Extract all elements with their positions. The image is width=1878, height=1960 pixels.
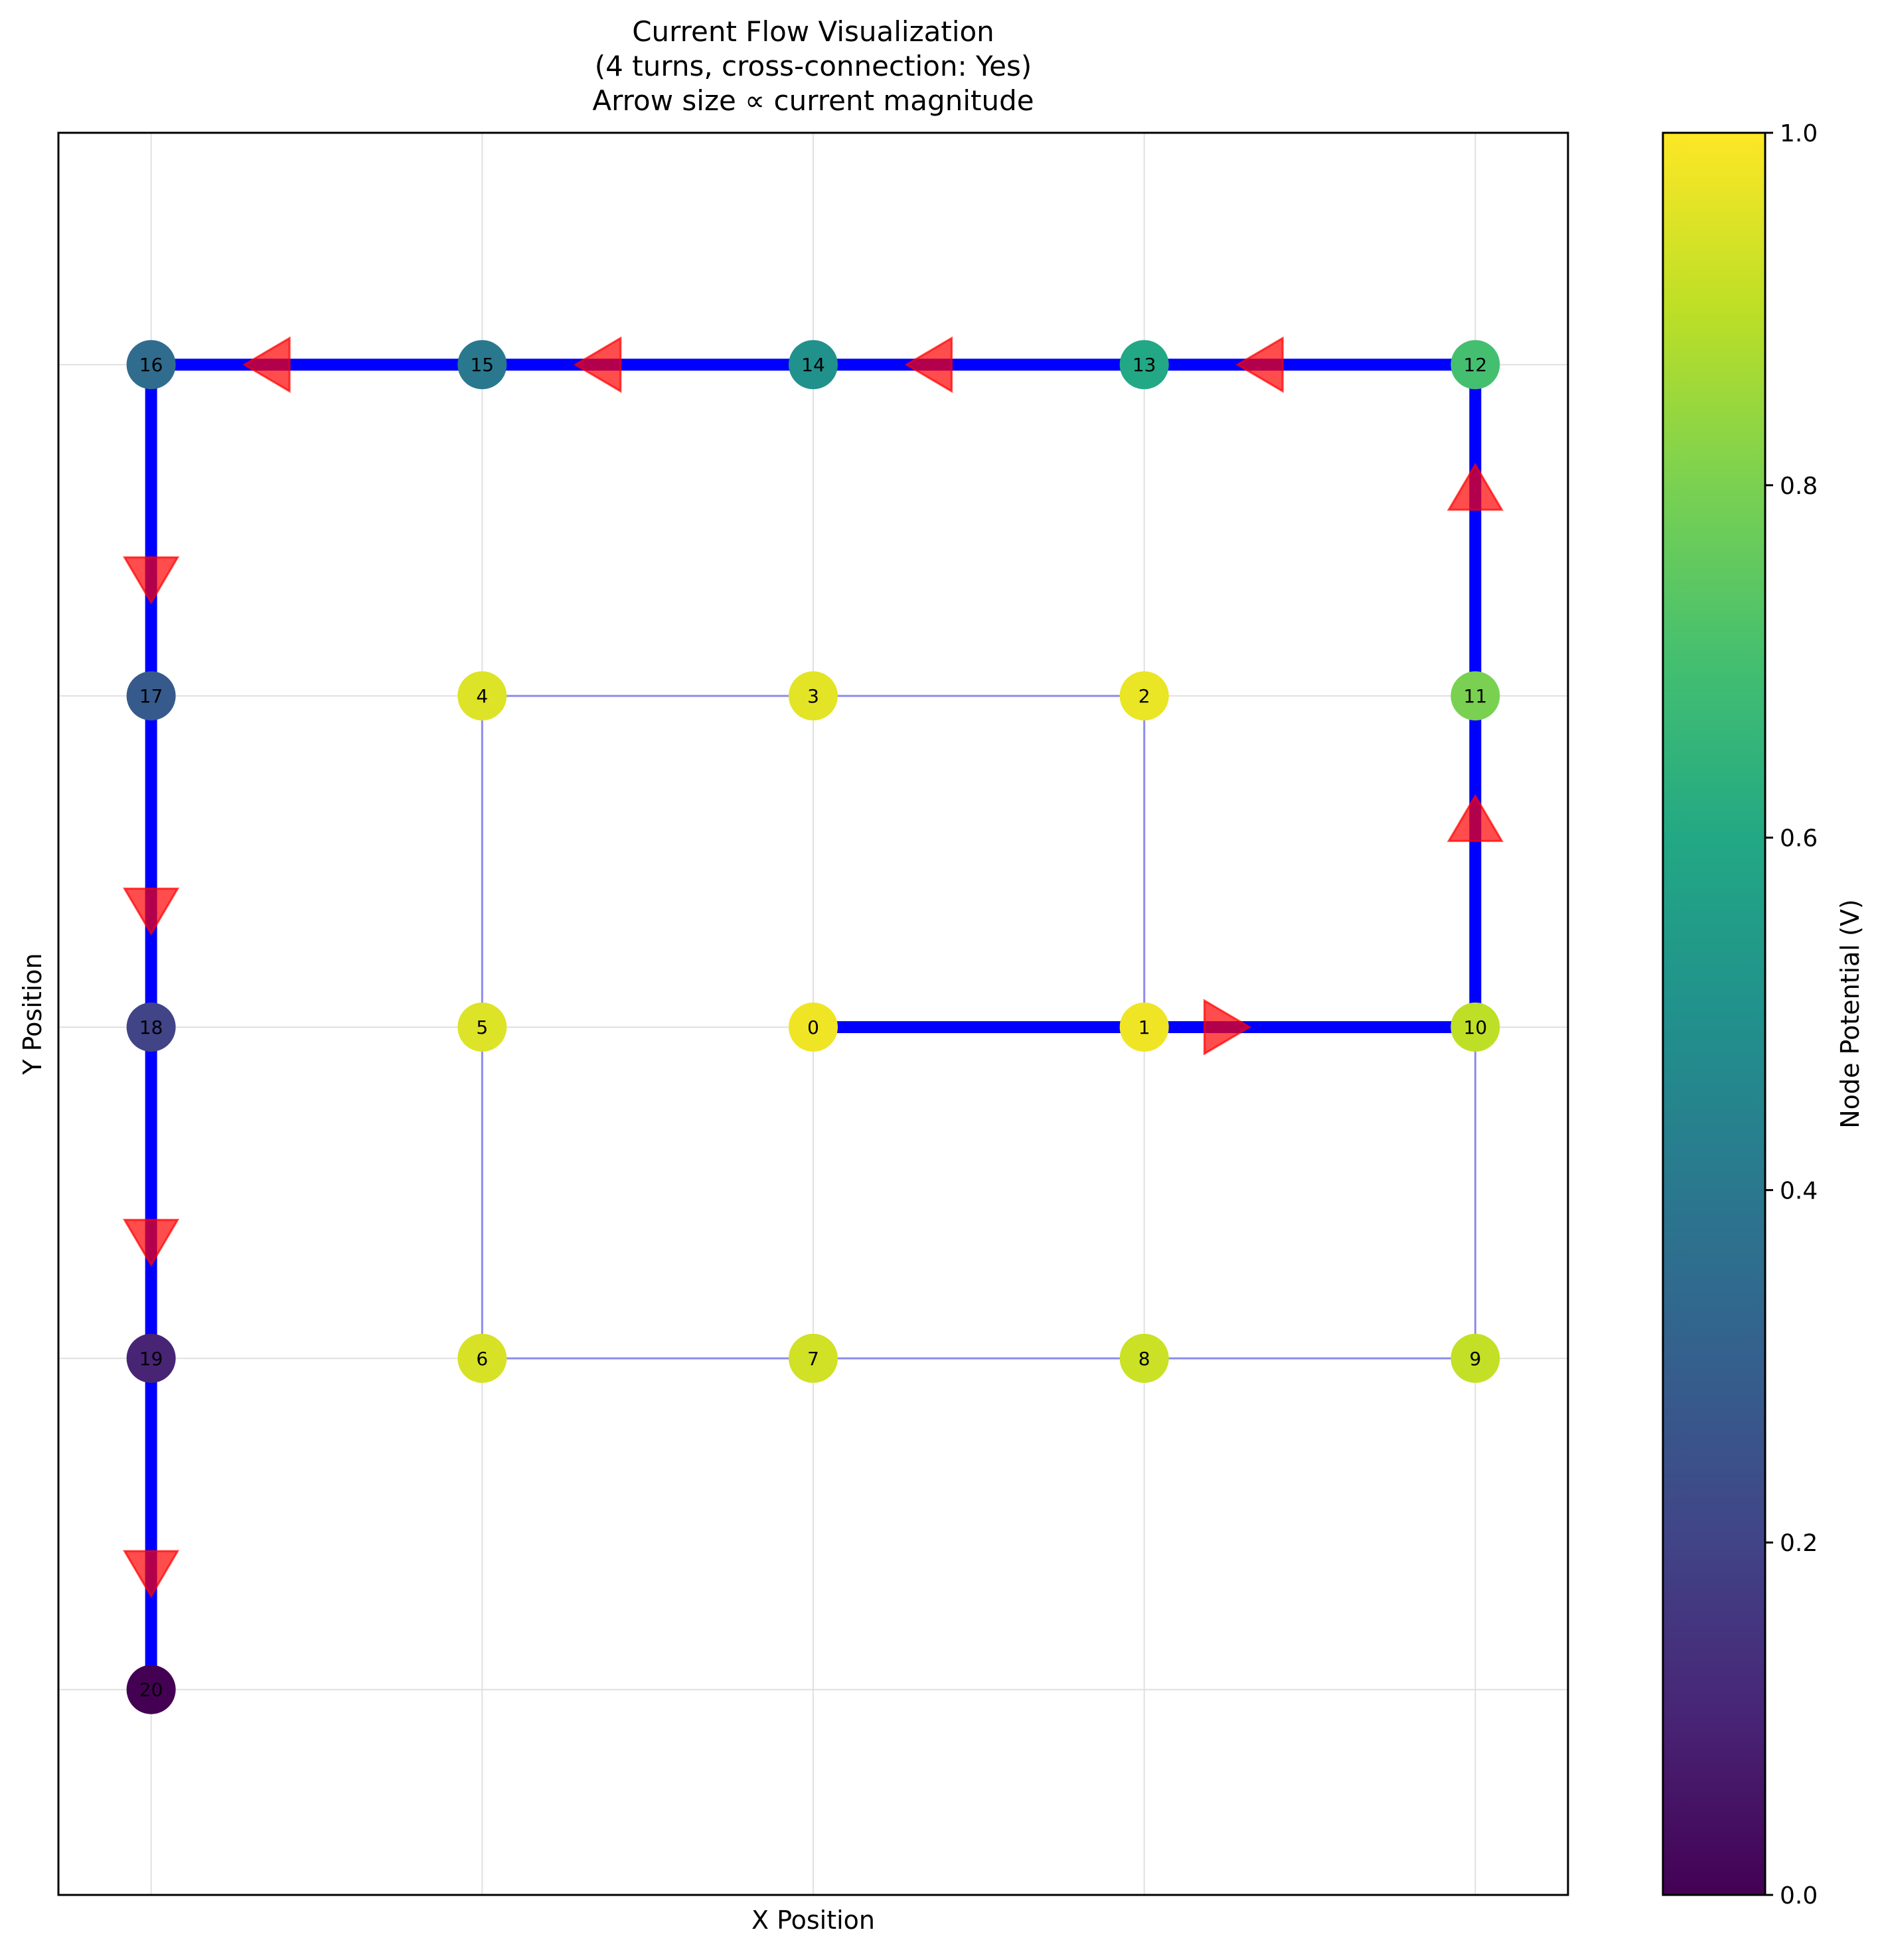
node-1: 1 (1119, 1002, 1169, 1052)
node-4: 4 (457, 671, 507, 721)
node-label: 12 (1464, 354, 1488, 376)
node-20: 20 (126, 1665, 176, 1714)
node-2: 2 (1119, 671, 1169, 721)
node-label: 8 (1138, 1348, 1150, 1370)
node-18: 18 (126, 1002, 176, 1052)
node-label: 17 (139, 685, 163, 707)
node-6: 6 (457, 1333, 507, 1383)
node-label: 11 (1464, 685, 1488, 707)
node-marker (1450, 340, 1500, 390)
node-marker (1450, 1002, 1500, 1052)
node-label: 20 (139, 1679, 163, 1701)
node-label: 7 (807, 1348, 819, 1370)
title-line-1: Current Flow Visualization (632, 15, 994, 48)
node-marker (1119, 1333, 1169, 1383)
node-marker (126, 671, 176, 721)
current-arrow-down (123, 1550, 180, 1599)
node-marker (789, 1002, 838, 1052)
chart-title: Current Flow Visualization (4 turns, cro… (592, 15, 1034, 117)
y-axis-label: Y Position (18, 953, 47, 1075)
node-marker (457, 671, 507, 721)
node-3: 3 (789, 671, 838, 721)
node-label: 0 (807, 1017, 819, 1038)
node-16: 16 (126, 340, 176, 390)
node-9: 9 (1450, 1333, 1500, 1383)
node-marker (126, 1665, 176, 1714)
node-label: 6 (476, 1348, 488, 1370)
node-label: 3 (807, 685, 819, 707)
node-marker (457, 340, 507, 390)
node-marker (1119, 340, 1169, 390)
plot-frame (57, 131, 1569, 1896)
current-arrow-right (1203, 999, 1252, 1056)
node-label: 1 (1138, 1017, 1150, 1038)
node-marker (1119, 671, 1169, 721)
node-marker (126, 1002, 176, 1052)
current-arrow-down (123, 556, 180, 605)
node-label: 9 (1469, 1348, 1481, 1370)
current-arrow-left (1235, 336, 1284, 393)
strong-edges (145, 359, 1482, 1690)
colorbar-tick-label: 0.6 (1780, 825, 1818, 853)
node-label: 10 (1464, 1017, 1488, 1038)
node-label: 13 (1133, 354, 1156, 376)
node-17: 17 (126, 671, 176, 721)
colorbar-tick-label: 1.0 (1780, 120, 1818, 147)
node-label: 2 (1138, 685, 1150, 707)
node-marker (789, 671, 838, 721)
node-label: 19 (139, 1348, 163, 1370)
colorbar-tick-label: 0.2 (1780, 1530, 1818, 1557)
node-marker (126, 1333, 176, 1383)
current-arrow-down (123, 1218, 180, 1267)
weak-edges (481, 694, 1476, 1360)
node-13: 13 (1119, 340, 1169, 390)
node-label: 4 (476, 685, 488, 707)
node-15: 15 (457, 340, 507, 390)
node-marker (457, 1333, 507, 1383)
node-5: 5 (457, 1002, 507, 1052)
node-label: 18 (139, 1017, 163, 1038)
current-arrow-up (1447, 462, 1504, 511)
current-arrow-left (904, 336, 953, 393)
colorbar: 0.0 0.2 0.4 0.6 0.8 1.0 Node Potential (V) (1662, 120, 1865, 1910)
node-label: 5 (476, 1017, 488, 1038)
current-arrow-left (242, 336, 291, 393)
node-marker (789, 1333, 838, 1383)
node-marker (1119, 1002, 1169, 1052)
colorbar-tick-label: 0.0 (1780, 1882, 1818, 1910)
current-arrows (123, 336, 1504, 1599)
node-label: 14 (801, 354, 825, 376)
node-8: 8 (1119, 1333, 1169, 1383)
node-12: 12 (1450, 340, 1500, 390)
node-11: 11 (1450, 671, 1500, 721)
node-0: 0 (789, 1002, 838, 1052)
node-marker (1450, 1333, 1500, 1383)
colorbar-tick-label: 0.8 (1780, 473, 1818, 500)
node-19: 19 (126, 1333, 176, 1383)
node-10: 10 (1450, 1002, 1500, 1052)
node-marker (126, 340, 176, 390)
node-marker (789, 340, 838, 390)
current-arrow-left (573, 336, 622, 393)
node-marker (1450, 671, 1500, 721)
colorbar-gradient (1662, 131, 1766, 1896)
x-axis-label: X Position (751, 1906, 875, 1935)
title-line-2: (4 turns, cross-connection: Yes) (595, 50, 1032, 82)
node-label: 16 (139, 354, 163, 376)
node-label: 15 (470, 354, 494, 376)
current-arrow-down (123, 887, 180, 936)
node-7: 7 (789, 1333, 838, 1383)
current-arrow-up (1447, 793, 1504, 843)
node-marker (457, 1002, 507, 1052)
title-line-3: Arrow size ∝ current magnitude (592, 84, 1034, 117)
colorbar-ticks: 0.0 0.2 0.4 0.6 0.8 1.0 (1765, 120, 1818, 1910)
colorbar-label: Node Potential (V) (1836, 899, 1865, 1128)
node-14: 14 (789, 340, 838, 390)
colorbar-tick-label: 0.4 (1780, 1177, 1818, 1204)
